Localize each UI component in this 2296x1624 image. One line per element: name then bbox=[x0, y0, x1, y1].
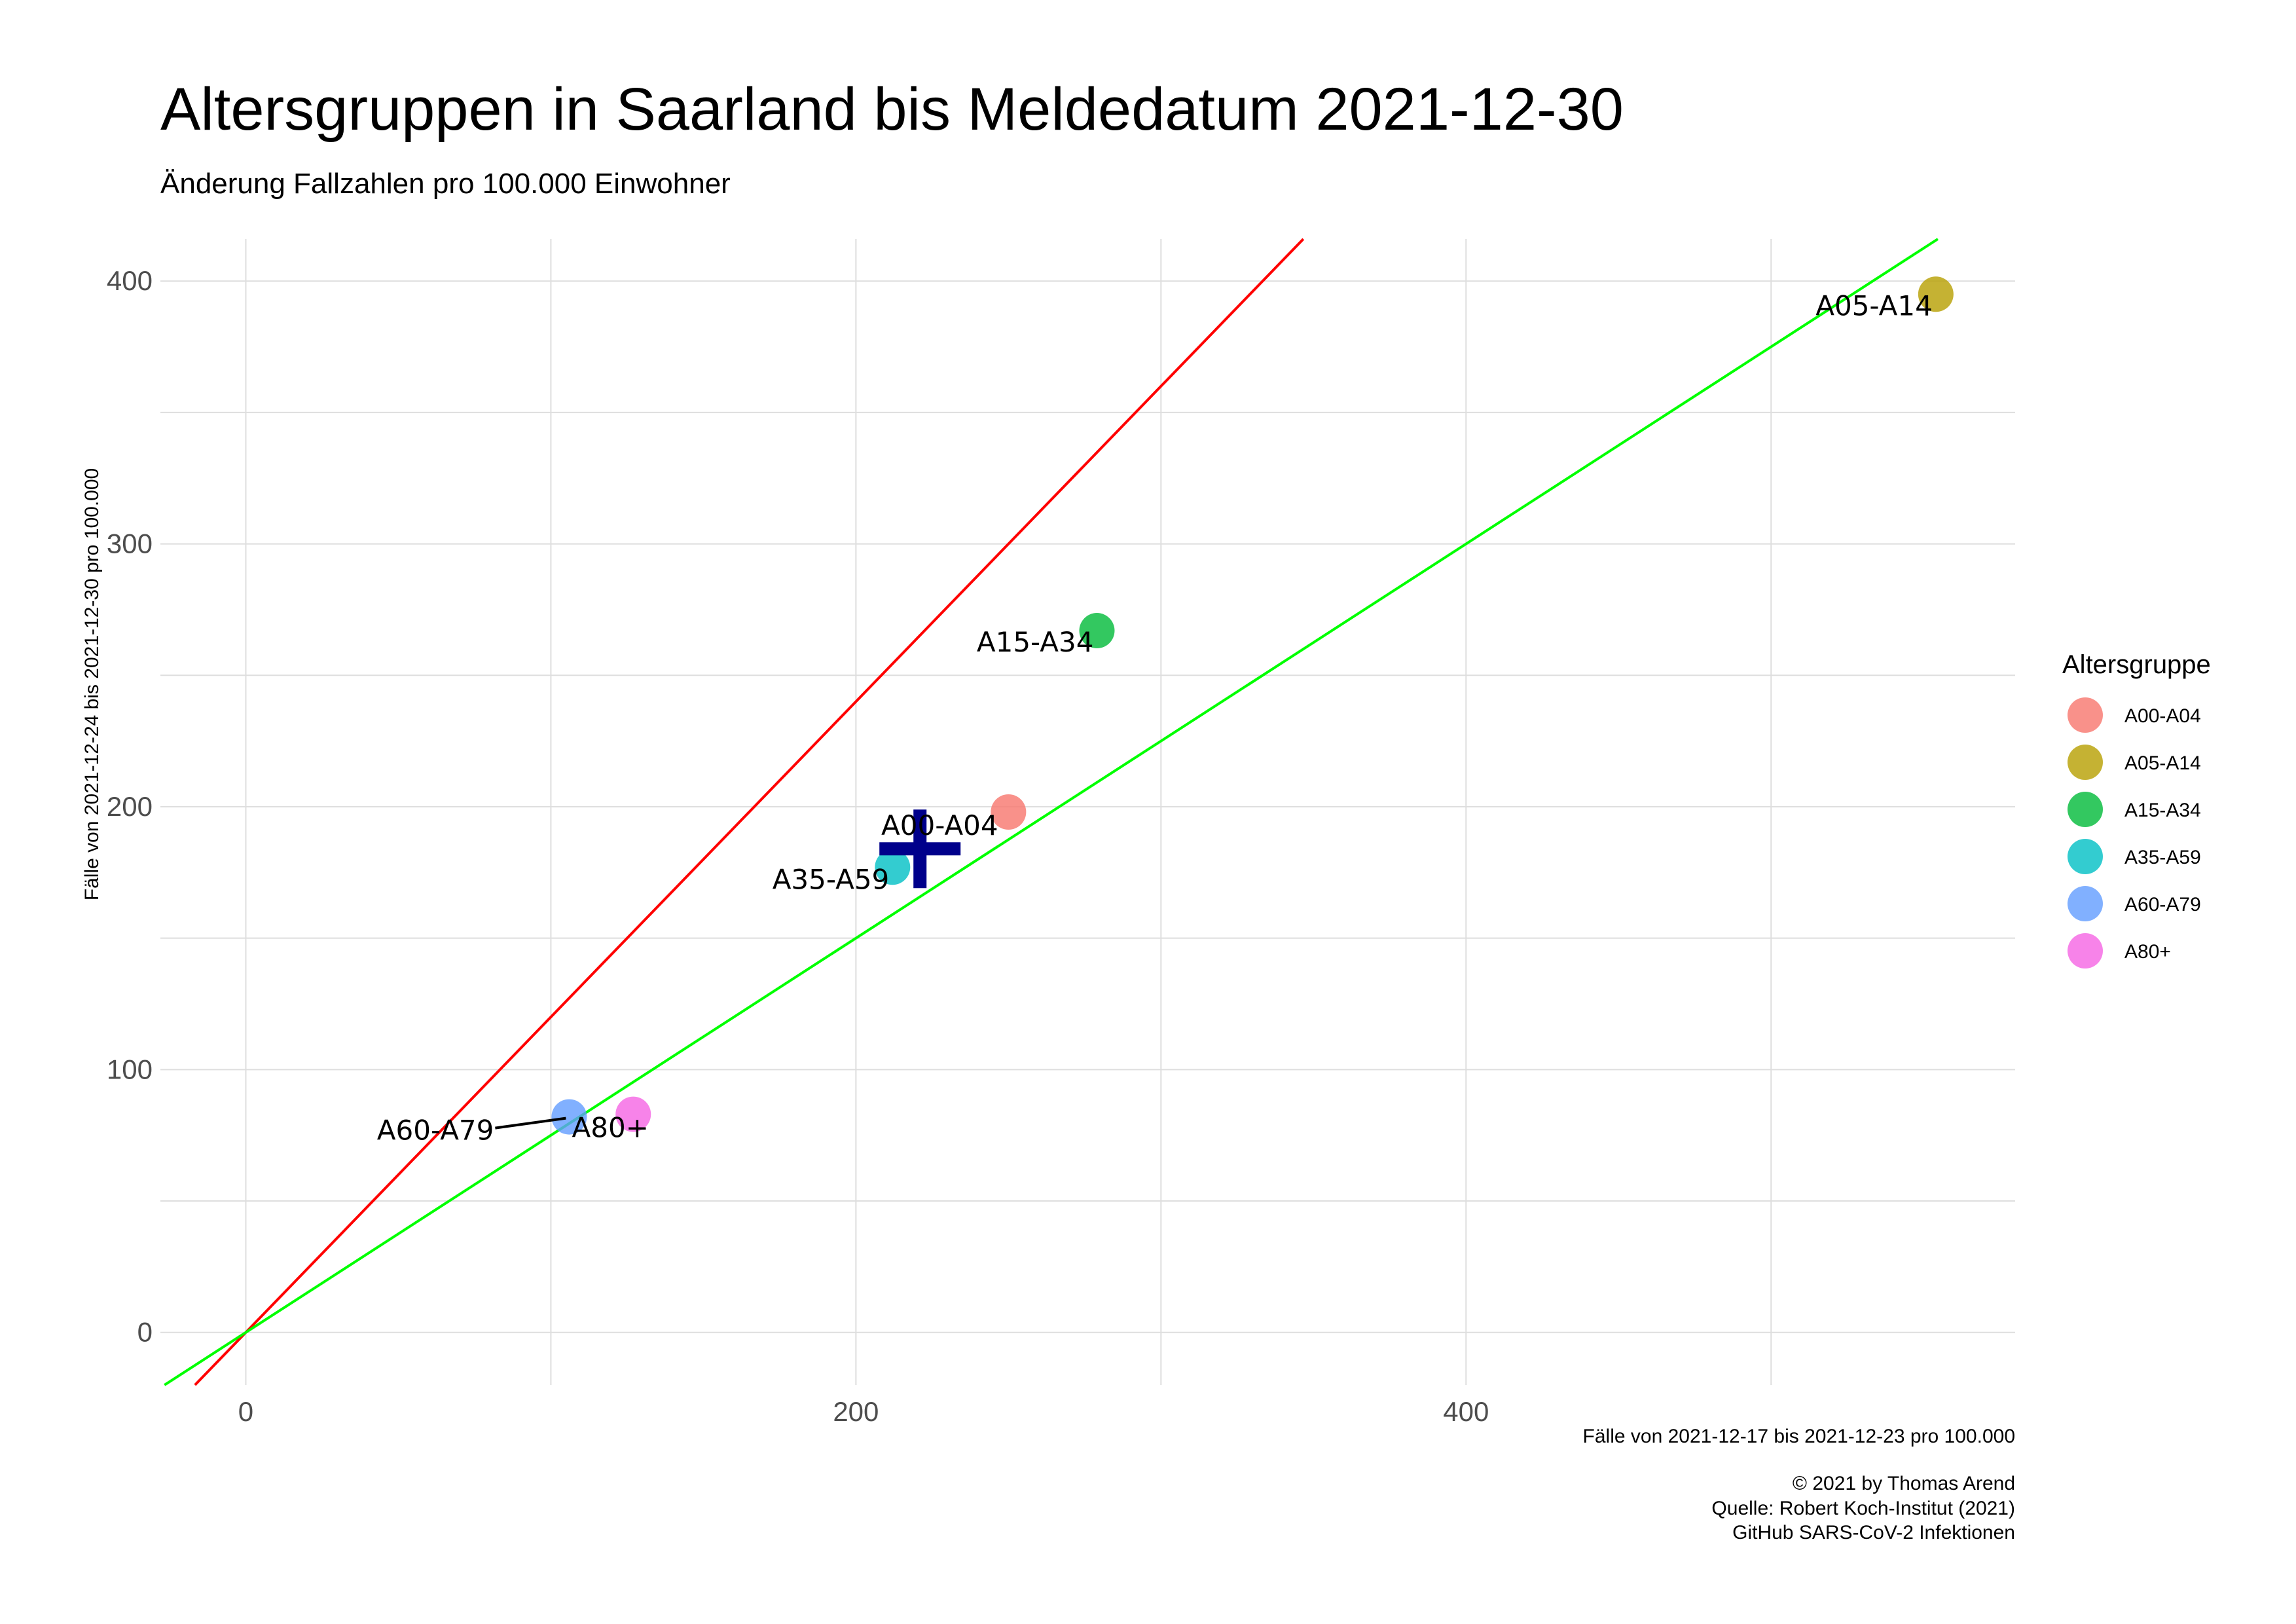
mean-marker bbox=[879, 809, 961, 889]
point-label: A60-A79 bbox=[377, 1115, 494, 1147]
point-label: A05-A14 bbox=[1815, 289, 1933, 322]
reference-lines bbox=[164, 238, 1939, 1386]
legend-title: Altersgruppe bbox=[2062, 650, 2211, 679]
caption-copyright: © 2021 by Thomas Arend bbox=[1793, 1473, 2015, 1494]
x-tick-label: 200 bbox=[833, 1396, 879, 1427]
legend: Altersgruppe A00-A04 A05-A14 A15-A34 A35-A5… bbox=[2062, 650, 2211, 969]
caption-github: GitHub SARS-CoV-2 Infektionen bbox=[1732, 1522, 2015, 1543]
point-labels: A00-A04 A05-A14 A15-A34 A35-A59 A60-A79 A80+ bbox=[377, 289, 1933, 1146]
y-tick-label: 300 bbox=[107, 528, 153, 559]
y-tick-label: 200 bbox=[107, 791, 153, 822]
y-tick-label: 400 bbox=[107, 265, 153, 296]
caption: © 2021 by Thomas Arend Quelle: Robert Ko… bbox=[1711, 1473, 2015, 1543]
legend-key bbox=[2068, 745, 2103, 780]
point-label: A35-A59 bbox=[773, 863, 890, 895]
legend-label: A05-A14 bbox=[2124, 752, 2201, 774]
legend-items: A00-A04 A05-A14 A15-A34 A35-A59 A60-A79 A80+ bbox=[2068, 697, 2201, 969]
x-tick-label: 400 bbox=[1443, 1396, 1489, 1427]
x-tick-label: 0 bbox=[238, 1396, 253, 1427]
point-a00-a04 bbox=[991, 794, 1027, 830]
legend-label: A15-A34 bbox=[2124, 800, 2201, 821]
legend-label: A80+ bbox=[2124, 941, 2171, 963]
legend-key bbox=[2068, 839, 2103, 874]
point-a15-a34 bbox=[1079, 613, 1115, 649]
point-a05-a14 bbox=[1918, 276, 1954, 312]
point-a60-a79 bbox=[551, 1099, 587, 1135]
legend-key bbox=[2068, 886, 2103, 921]
y-tick-label: 0 bbox=[137, 1317, 153, 1348]
y-tick-label: 100 bbox=[107, 1054, 153, 1084]
y-axis-label: Fälle von 2021-12-24 bis 2021-12-30 pro … bbox=[81, 468, 103, 900]
reference-line bbox=[194, 238, 1305, 1386]
point-a35-a59 bbox=[875, 849, 911, 885]
point-a80- bbox=[615, 1096, 651, 1132]
grid bbox=[160, 239, 2015, 1385]
point-label: A15-A34 bbox=[977, 626, 1094, 658]
legend-key bbox=[2068, 933, 2103, 969]
reference-line bbox=[164, 238, 1939, 1386]
data-points bbox=[551, 276, 1954, 1135]
legend-label: A60-A79 bbox=[2124, 894, 2201, 915]
legend-key bbox=[2068, 697, 2103, 733]
point-label: A80+ bbox=[572, 1112, 649, 1144]
legend-key bbox=[2068, 792, 2103, 827]
point-label: A00-A04 bbox=[881, 809, 998, 841]
legend-label: A00-A04 bbox=[2124, 705, 2201, 727]
chart-subtitle: Änderung Fallzahlen pro 100.000 Einwohne… bbox=[160, 168, 731, 200]
legend-label: A35-A59 bbox=[2124, 847, 2201, 868]
axis-ticks: 0 200 400 0 100 200 300 400 bbox=[107, 265, 1489, 1427]
x-axis-label: Fälle von 2021-12-17 bis 2021-12-23 pro … bbox=[1583, 1426, 2015, 1447]
caption-source: Quelle: Robert Koch-Institut (2021) bbox=[1711, 1498, 2015, 1519]
label-connector bbox=[495, 1116, 566, 1130]
chart-title: Altersgruppen in Saarland bis Meldedatum… bbox=[160, 76, 1624, 143]
